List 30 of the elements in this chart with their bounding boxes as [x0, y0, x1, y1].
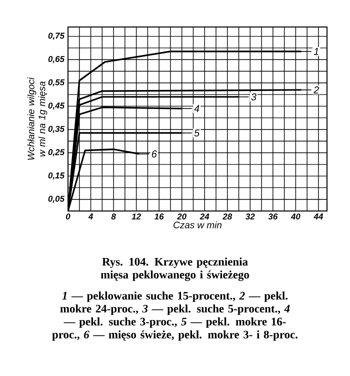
y-tick-label: 0,25	[48, 149, 65, 156]
y-tick-label: 0,05	[48, 196, 65, 203]
y-tick-label: 0,65	[48, 56, 65, 64]
legend-label: 1	[314, 48, 318, 55]
x-tick-label: 40	[290, 214, 300, 220]
legend-label: 6	[152, 150, 157, 158]
x-tick-label: 20	[177, 214, 186, 220]
x-tick-label: 16	[154, 214, 164, 220]
x-tick-label: 32	[246, 214, 255, 220]
y-tick-label: 0,55	[48, 79, 65, 87]
y-tick-label: 0,75	[48, 32, 65, 40]
text: 1 — peklowanie suche 15-procent., 2 — pekl. mokre 24-proc., 3 — pekl. suche 5-procent., 4 — pekl. suche 3-proc., 5 — pekl. mokre 16-proc., 6 — mięso świeże, pekl. mokre 3- i 8-proc.	[52, 292, 298, 341]
legend-label: 3	[251, 93, 256, 100]
text: Rys. 104. Krzywe pęcznienia mięsa peklowanego i świeżego	[100, 258, 250, 281]
x-tick-label: 24	[200, 214, 210, 220]
x-tick-label: 8	[111, 214, 116, 220]
x-tick-label: 36	[268, 214, 278, 220]
y-tick-label: 0,15	[48, 172, 65, 180]
x-tick-label: 28	[222, 214, 232, 220]
x-tick-label: 4	[88, 214, 93, 220]
y-tick-label: 0,35	[48, 126, 65, 134]
y-tick-label: 0,45	[48, 102, 65, 110]
x-tick-label: 0	[66, 214, 70, 220]
y-axis-title: Wchłanianie wilgoci w ml na 1g mięsa	[27, 77, 48, 160]
x-axis-title: Czas w min	[174, 221, 222, 228]
legend-label: 5	[194, 129, 200, 136]
x-tick-label: 12	[132, 214, 141, 220]
legend-label: 2	[314, 86, 319, 94]
x-tick-label: 44	[314, 214, 324, 220]
legend-label: 4	[194, 105, 200, 112]
